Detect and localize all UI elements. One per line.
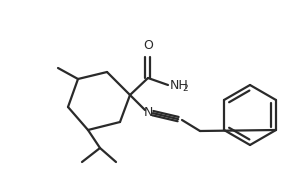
- Text: O: O: [143, 39, 153, 52]
- Text: NH: NH: [170, 78, 189, 92]
- Text: 2: 2: [182, 83, 188, 92]
- Text: N: N: [143, 105, 153, 119]
